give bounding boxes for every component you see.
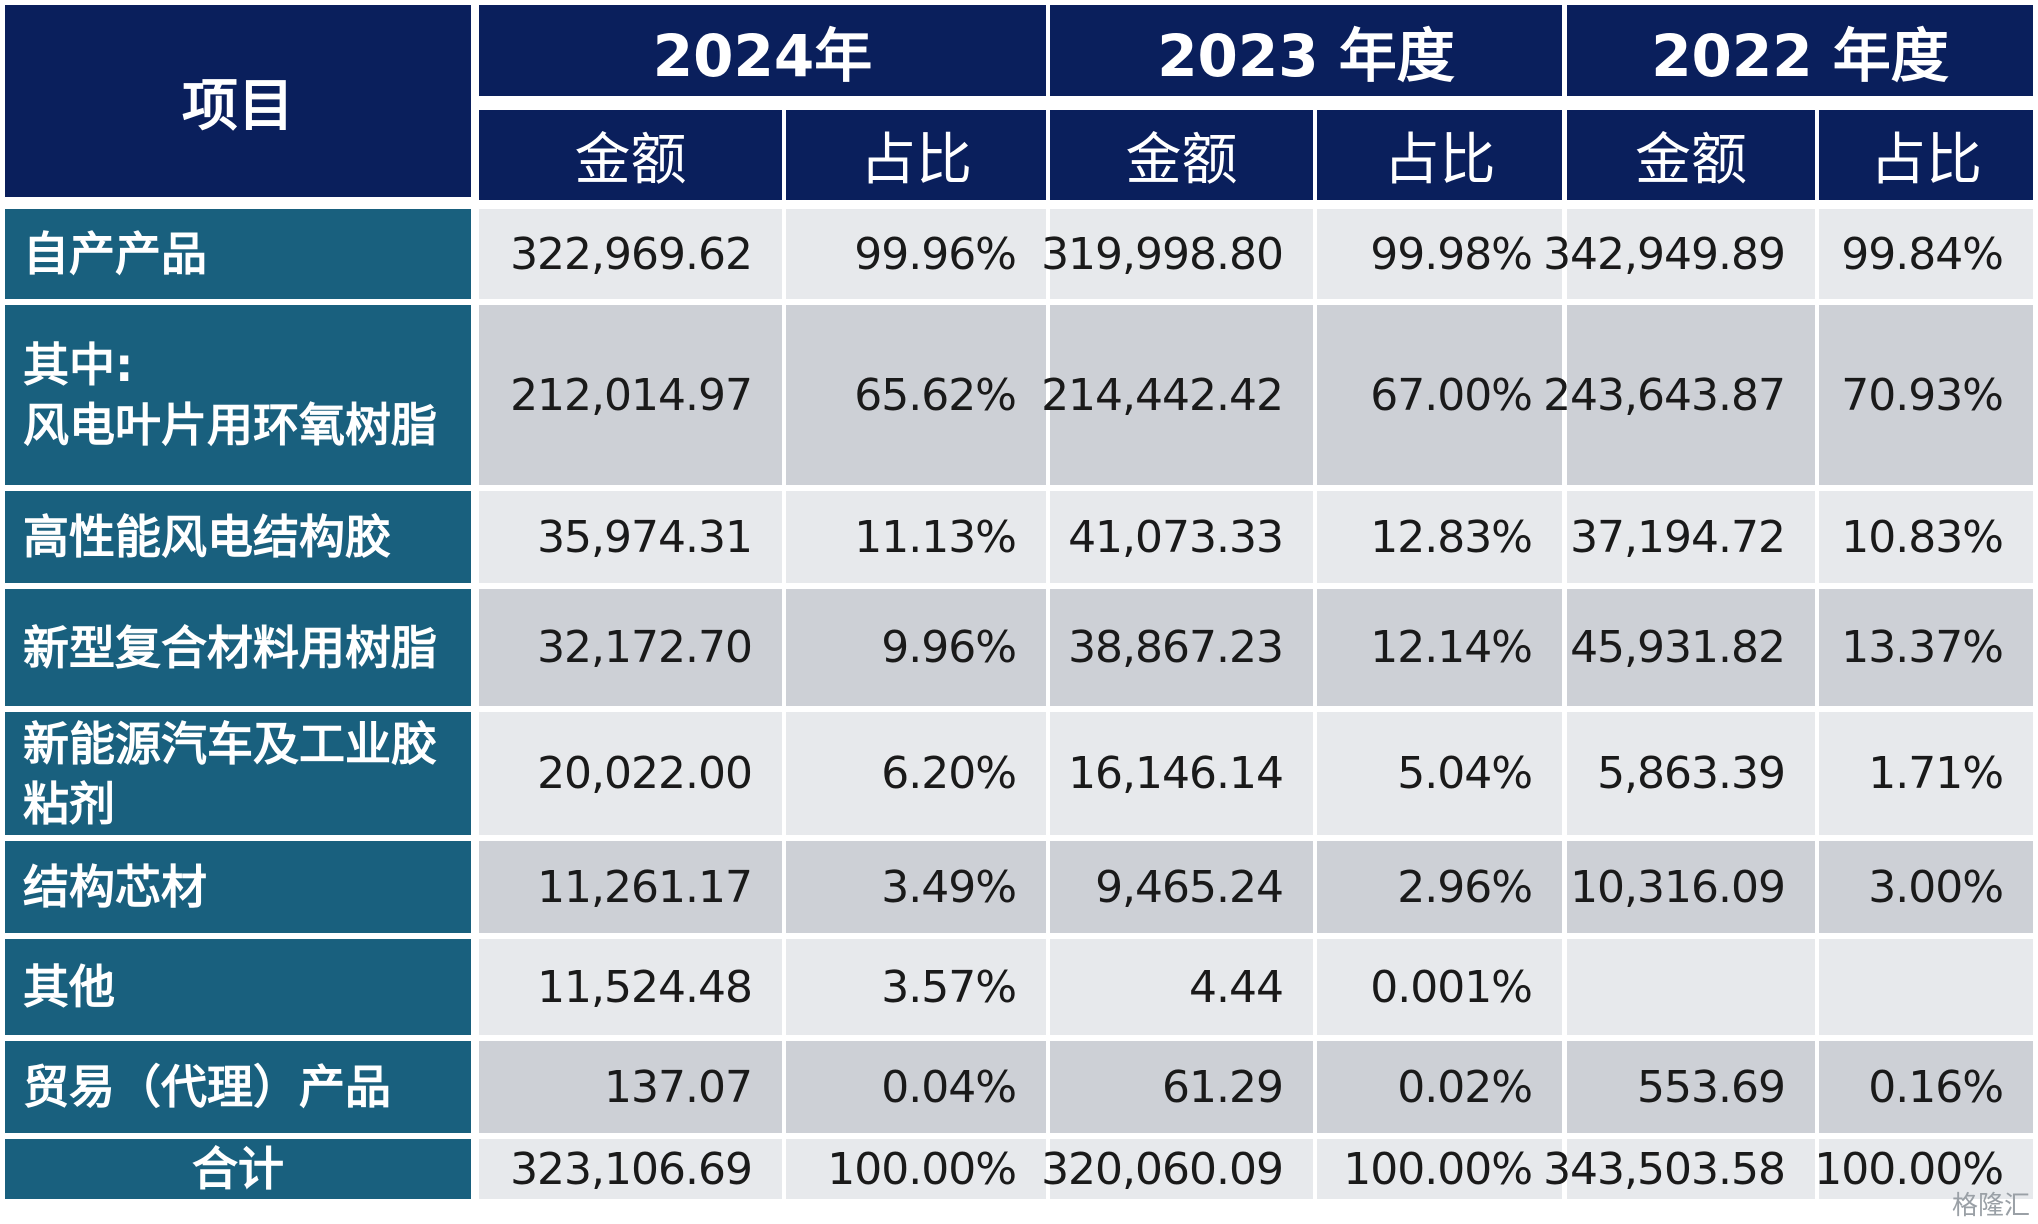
- table-cell: 9,465.24: [1050, 841, 1313, 933]
- header-amount: 金额: [1050, 110, 1313, 200]
- table-cell: 3.00%: [1819, 841, 2033, 933]
- table-cell: 99.96%: [786, 209, 1046, 299]
- table-cell: 6.20%: [786, 712, 1046, 835]
- table-cell: 67.00%: [1317, 305, 1562, 485]
- total-label: 合计: [5, 1139, 471, 1199]
- table-cell: 12.83%: [1317, 491, 1562, 583]
- table-cell: 12.14%: [1317, 589, 1562, 706]
- table-cell: 342,949.89: [1543, 209, 1815, 299]
- table-cell: [1819, 939, 2033, 1035]
- table-cell: 16,146.14: [1050, 712, 1313, 835]
- table-cell: 38,867.23: [1050, 589, 1313, 706]
- table-cell: 5,863.39: [1567, 712, 1815, 835]
- header-ratio: 占比: [1819, 110, 2033, 200]
- table-cell: 11.13%: [786, 491, 1046, 583]
- header-project: 项目: [5, 5, 471, 197]
- header-year-3: 2022 年度: [1567, 5, 2033, 96]
- table-cell: 45,931.82: [1567, 589, 1815, 706]
- table-cell: 11,261.17: [479, 841, 782, 933]
- table-cell: 11,524.48: [479, 939, 782, 1035]
- table-cell: 212,014.97: [479, 305, 782, 485]
- table-cell: 99.98%: [1317, 209, 1562, 299]
- row-label: 其中: 风电叶片用环氧树脂: [5, 305, 471, 485]
- row-label: 自产产品: [5, 209, 471, 299]
- table-cell: 2.96%: [1317, 841, 1562, 933]
- header-year-2: 2023 年度: [1050, 5, 1562, 96]
- table-cell: 4.44: [1050, 939, 1313, 1035]
- table-cell: 61.29: [1050, 1041, 1313, 1133]
- table-cell: 3.49%: [786, 841, 1046, 933]
- watermark: 格隆汇: [1951, 1191, 2030, 1221]
- table-cell: 553.69: [1567, 1041, 1815, 1133]
- table-cell: 100.00%: [786, 1139, 1046, 1199]
- table-cell: [1567, 939, 1815, 1035]
- table-cell: 10,316.09: [1567, 841, 1815, 933]
- table-cell: 0.04%: [786, 1041, 1046, 1133]
- table-cell: 137.07: [479, 1041, 782, 1133]
- table-cell: 32,172.70: [479, 589, 782, 706]
- table-cell: 0.001%: [1317, 939, 1562, 1035]
- table-cell: 5.04%: [1317, 712, 1562, 835]
- table-cell: 319,998.80: [1041, 209, 1313, 299]
- table-cell: 99.84%: [1819, 209, 2033, 299]
- table-cell: 100.00%: [1814, 1139, 2033, 1199]
- table-cell: 322,969.62: [479, 209, 782, 299]
- header-ratio: 占比: [786, 110, 1046, 200]
- header-amount: 金额: [479, 110, 782, 200]
- table-cell: 13.37%: [1819, 589, 2033, 706]
- row-label: 其他: [5, 939, 471, 1035]
- row-label: 新型复合材料用树脂: [5, 589, 471, 706]
- table-cell: 214,442.42: [1041, 305, 1313, 485]
- row-label: 结构芯材: [5, 841, 471, 933]
- table-cell: 35,974.31: [479, 491, 782, 583]
- table-cell: 41,073.33: [1050, 491, 1313, 583]
- table-cell: 10.83%: [1819, 491, 2033, 583]
- row-label: 高性能风电结构胶: [5, 491, 471, 583]
- table-cell: 65.62%: [786, 305, 1046, 485]
- header-year-1: 2024年: [479, 5, 1046, 96]
- table-cell: 343,503.58: [1543, 1139, 1815, 1199]
- table-cell: 243,643.87: [1543, 305, 1815, 485]
- table-cell: 1.71%: [1819, 712, 2033, 835]
- table-cell: 20,022.00: [479, 712, 782, 835]
- table-cell: 9.96%: [786, 589, 1046, 706]
- table-cell: 0.16%: [1819, 1041, 2033, 1133]
- table-cell: 320,060.09: [1041, 1139, 1313, 1199]
- table-cell: 37,194.72: [1567, 491, 1815, 583]
- table-cell: 70.93%: [1819, 305, 2033, 485]
- header-ratio: 占比: [1317, 110, 1562, 200]
- row-label: 贸易（代理）产品: [5, 1041, 471, 1133]
- header-amount: 金额: [1567, 110, 1815, 200]
- table-cell: 3.57%: [786, 939, 1046, 1035]
- table-cell: 323,106.69: [479, 1139, 782, 1199]
- row-label: 新能源汽车及工业胶 粘剂: [5, 712, 471, 835]
- table-cell: 0.02%: [1317, 1041, 1562, 1133]
- table-cell: 100.00%: [1317, 1139, 1562, 1199]
